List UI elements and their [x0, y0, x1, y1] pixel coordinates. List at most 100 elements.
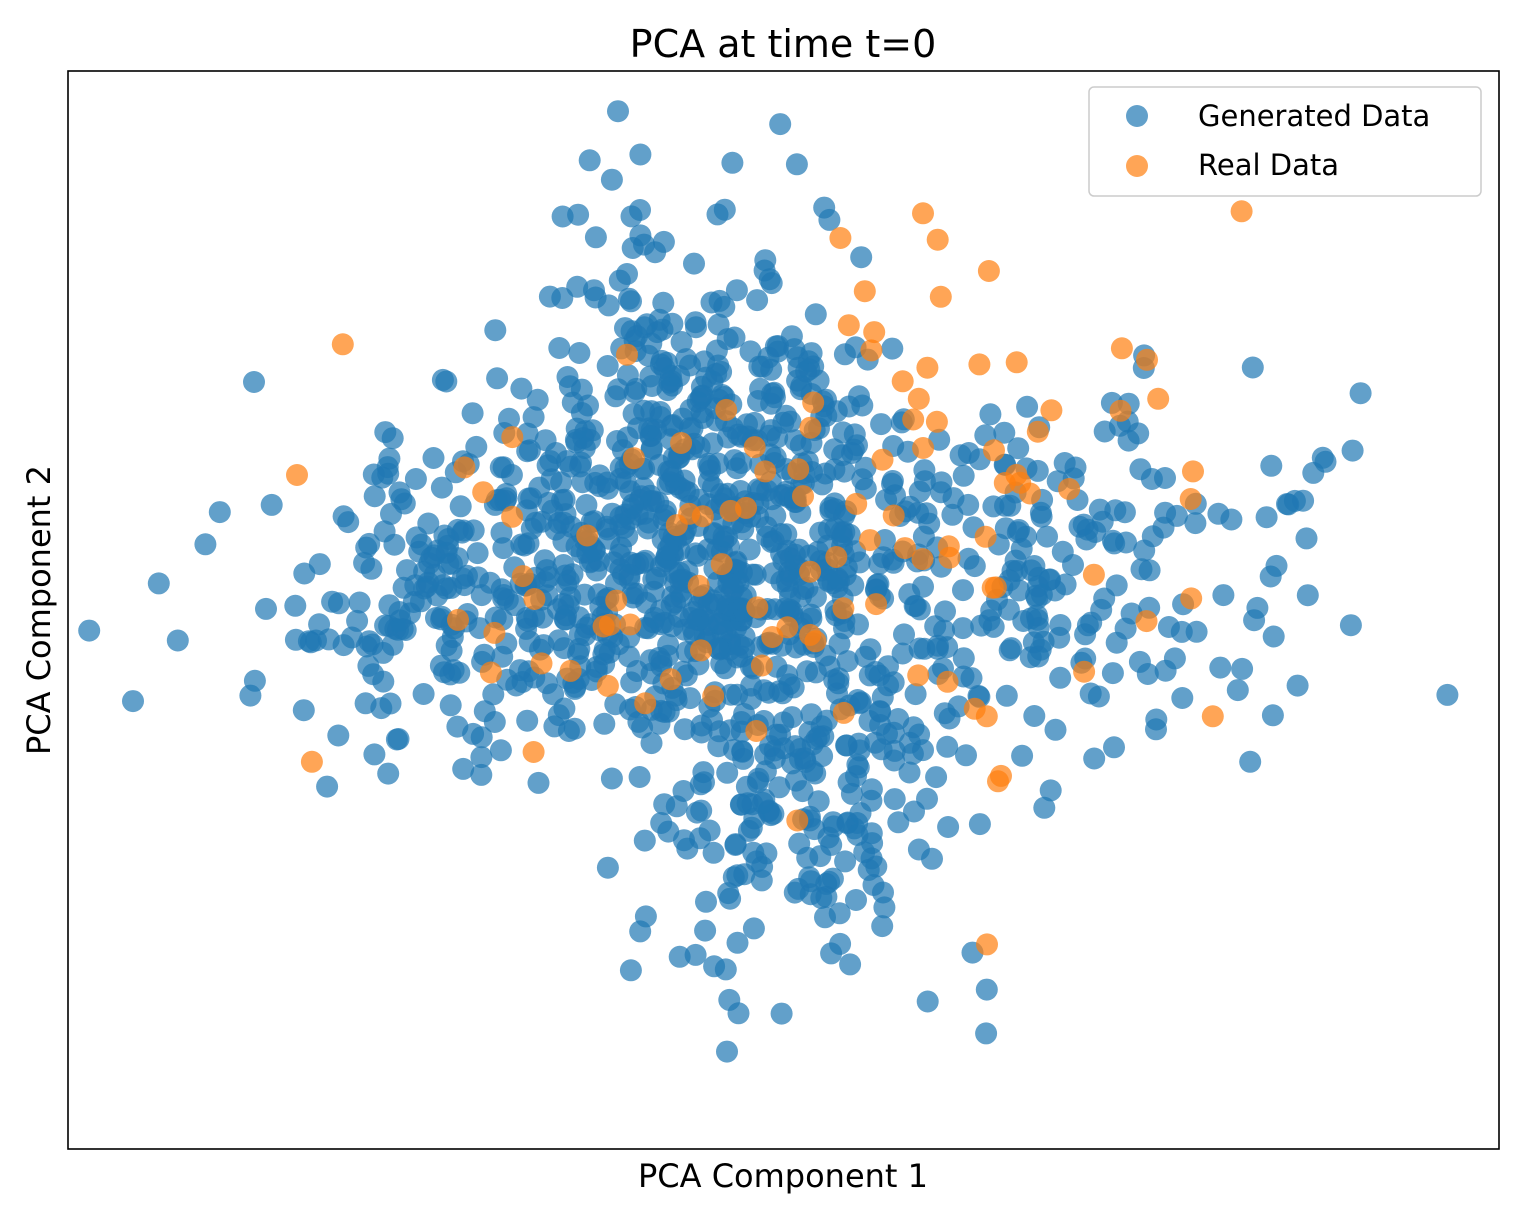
data-point-real-data: [746, 596, 769, 619]
data-point-generated-data: [975, 1022, 998, 1045]
data-point-generated-data: [649, 555, 672, 578]
data-point-generated-data: [637, 344, 660, 367]
data-point-real-data: [912, 202, 934, 225]
data-point-generated-data: [717, 882, 740, 905]
data-point-generated-data: [1243, 609, 1266, 632]
data-point-generated-data: [925, 766, 948, 789]
data-point-generated-data: [621, 493, 644, 516]
data-point-generated-data: [1220, 508, 1243, 531]
data-point-generated-data: [604, 385, 627, 408]
data-point-generated-data: [836, 650, 859, 673]
data-point-generated-data: [354, 692, 377, 715]
data-point-real-data: [300, 750, 323, 773]
data-point-real-data: [802, 391, 825, 414]
data-point-generated-data: [1170, 620, 1193, 643]
data-point-generated-data: [1145, 708, 1168, 731]
data-point-generated-data: [947, 695, 970, 718]
data-point-real-data: [858, 529, 881, 552]
data-point-generated-data: [756, 525, 779, 548]
data-point-generated-data: [785, 636, 807, 659]
data-point-generated-data: [440, 552, 463, 575]
data-point-generated-data: [392, 576, 415, 599]
data-point-generated-data: [1130, 558, 1153, 581]
data-point-generated-data: [861, 832, 884, 855]
data-point-generated-data: [538, 285, 561, 308]
data-point-generated-data: [775, 523, 798, 546]
data-point-generated-data: [516, 709, 539, 732]
data-point-generated-data: [716, 594, 739, 617]
data-point-generated-data: [452, 757, 475, 780]
data-point-generated-data: [842, 438, 865, 461]
data-point-generated-data: [1101, 662, 1124, 685]
data-point-generated-data: [933, 619, 956, 642]
data-point-real-data: [754, 460, 777, 483]
data-point-generated-data: [1296, 584, 1319, 607]
data-point-generated-data: [822, 815, 845, 838]
data-point-generated-data: [489, 456, 512, 479]
data-point-real-data: [799, 623, 822, 646]
data-point-generated-data: [536, 454, 559, 477]
data-point-generated-data: [449, 495, 472, 518]
data-point-generated-data: [740, 688, 763, 710]
data-point-generated-data: [600, 767, 623, 790]
data-point-generated-data: [724, 834, 747, 856]
data-point-generated-data: [425, 607, 447, 629]
data-point-generated-data: [377, 762, 400, 785]
data-point-real-data: [1019, 482, 1041, 505]
data-point-generated-data: [723, 326, 746, 349]
data-point-generated-data: [399, 602, 421, 625]
chart-title: PCA at time t=0: [630, 22, 937, 66]
data-point-real-data: [1082, 563, 1105, 586]
data-point-generated-data: [484, 319, 507, 342]
data-point-real-data: [1026, 420, 1049, 443]
data-point-generated-data: [618, 563, 641, 586]
data-point-generated-data: [665, 795, 688, 818]
data-point-generated-data: [616, 364, 639, 387]
data-point-generated-data: [668, 945, 691, 968]
data-point-generated-data: [78, 619, 101, 642]
data-point-real-data: [530, 652, 553, 675]
data-point-real-data: [799, 560, 822, 583]
data-point-real-data: [907, 387, 930, 410]
data-point-real-data: [865, 593, 888, 616]
data-point-generated-data: [809, 845, 832, 868]
data-point-generated-data: [385, 728, 408, 751]
data-point-generated-data: [698, 819, 721, 842]
data-point-generated-data: [700, 291, 723, 314]
data-point-generated-data: [823, 458, 846, 481]
data-point-generated-data: [881, 337, 904, 360]
data-point-generated-data: [1105, 574, 1128, 597]
data-point-real-data: [691, 505, 714, 528]
data-point-real-data: [829, 227, 852, 249]
legend-marker-generated-data: [1126, 105, 1148, 127]
data-point-real-data: [710, 553, 733, 576]
data-point-generated-data: [769, 113, 792, 136]
data-point-generated-data: [462, 519, 485, 542]
data-point-generated-data: [208, 501, 231, 524]
data-point-generated-data: [284, 594, 307, 617]
data-point-generated-data: [728, 633, 751, 656]
data-point-generated-data: [510, 377, 533, 400]
plot-area-frame: [67, 70, 1500, 1150]
data-point-real-data: [1147, 387, 1170, 410]
data-point-generated-data: [1239, 750, 1262, 773]
data-point-generated-data: [707, 637, 730, 660]
data-point-generated-data: [812, 725, 835, 748]
data-point-generated-data: [785, 769, 807, 792]
data-point-generated-data: [652, 291, 675, 314]
data-point-real-data: [634, 692, 657, 715]
data-point-generated-data: [692, 407, 715, 429]
data-point-generated-data: [994, 517, 1017, 540]
data-point-generated-data: [432, 574, 455, 597]
data-point-generated-data: [372, 670, 395, 693]
data-point-generated-data: [652, 230, 675, 253]
data-point-generated-data: [705, 339, 728, 362]
data-point-generated-data: [742, 917, 765, 940]
data-point-generated-data: [716, 426, 739, 449]
data-point-real-data: [871, 448, 894, 471]
data-point-generated-data: [1184, 512, 1207, 535]
data-point-real-data: [576, 524, 599, 547]
data-point-real-data: [1230, 200, 1253, 223]
data-point-generated-data: [952, 647, 975, 670]
